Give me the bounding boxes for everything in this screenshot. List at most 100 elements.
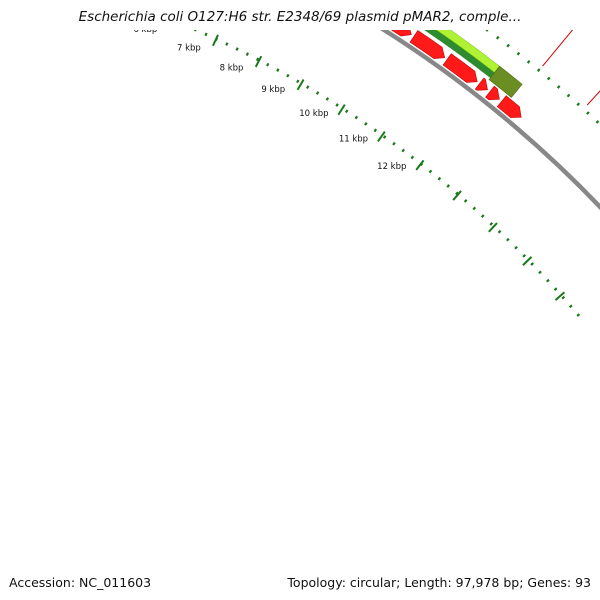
cds-arrow-7	[485, 85, 500, 100]
inner-tick	[382, 135, 387, 139]
outer-tick	[485, 30, 489, 32]
inner-tick	[428, 169, 433, 174]
inner-tick	[410, 155, 415, 160]
inner-tick	[506, 237, 510, 242]
inner-tick	[561, 295, 566, 300]
gene-label-bfpF: bfpF	[580, 13, 600, 24]
inner-tick	[306, 85, 310, 89]
map-title: Escherichia coli O127:H6 str. E2348/69 p…	[78, 9, 522, 25]
inner-major-tick	[415, 159, 425, 171]
inner-tick	[446, 184, 451, 188]
outer-tick	[526, 59, 531, 64]
cds-arrow-4	[409, 30, 446, 59]
inner-major-tick	[452, 190, 462, 201]
cds-arrow-3	[390, 30, 412, 37]
kbp-label-10: 10 kbp	[299, 109, 328, 119]
inner-tick	[153, 11, 154, 14]
inner-tick	[530, 262, 534, 266]
inner-major-tick	[522, 256, 533, 266]
accession-text: Accession: NC_011603	[9, 575, 152, 590]
outer-tick	[556, 85, 561, 89]
inner-tick	[204, 32, 208, 37]
cds-arrow-8	[496, 95, 522, 118]
inner-major-tick	[554, 291, 566, 301]
inner-tick	[455, 191, 459, 196]
olive-block	[488, 65, 523, 98]
inner-tick	[522, 253, 526, 258]
backbone-ring	[379, 30, 600, 211]
inner-tick	[489, 222, 494, 226]
inner-tick	[344, 109, 349, 114]
inner-major-tick	[125, 0, 129, 10]
inner-tick	[497, 229, 502, 234]
green-block-2-dark	[424, 30, 495, 79]
inner-tick	[325, 97, 330, 101]
inner-tick	[335, 103, 339, 107]
inner-tick	[184, 24, 185, 27]
inner-tick	[568, 304, 573, 309]
outer-tick	[536, 68, 541, 72]
inner-tick-ring	[120, 0, 581, 317]
inner-tick	[174, 19, 175, 22]
kbp-label-8: 8 kbp	[220, 63, 244, 73]
inner-tick	[546, 278, 550, 283]
kbp-label-9: 9 kbp	[261, 85, 285, 95]
backbone-line	[379, 30, 600, 211]
kbp-label-7: 7 kbp	[177, 43, 201, 53]
inner-major-tick	[169, 16, 174, 27]
outer-tick	[566, 93, 571, 98]
inner-tick	[373, 128, 378, 133]
inner-tick	[131, 3, 132, 6]
inner-tick	[472, 206, 477, 211]
inner-tick	[286, 73, 290, 78]
inner-tick	[142, 7, 143, 10]
inner-tick	[576, 313, 581, 317]
cds-arrow-6	[474, 77, 488, 91]
inner-major-tick	[488, 222, 498, 233]
inner-tick	[276, 68, 280, 72]
inner-tick	[235, 47, 239, 51]
kbp-label-6: 6 kbp	[133, 25, 157, 35]
outer-tick	[476, 21, 478, 23]
inner-tick	[553, 287, 558, 291]
leader-bfpF	[542, 30, 574, 67]
inner-tick	[245, 52, 250, 56]
inner-tick	[296, 79, 300, 84]
outer-tick	[444, 0, 446, 1]
inner-tick	[401, 148, 405, 153]
outer-tick	[516, 51, 521, 56]
outer-tick	[586, 111, 590, 115]
outer-tick	[595, 120, 600, 124]
inner-tick	[193, 30, 197, 32]
inner-major-tick	[254, 55, 263, 68]
summary-text: Topology: circular; Length: 97,978 bp; G…	[287, 575, 591, 590]
inner-tick	[480, 214, 485, 218]
inner-tick	[120, 0, 121, 2]
green-feature-tracks	[424, 30, 523, 98]
outer-tick-ring	[444, 0, 600, 124]
inner-tick	[163, 15, 164, 18]
outer-tick	[465, 13, 467, 15]
cds-arrow-5	[442, 53, 478, 83]
inner-tick	[364, 122, 368, 126]
inner-major-tick	[296, 78, 305, 91]
outer-tick	[506, 43, 510, 48]
gene-labels: bfpBbfpCbfpUbfpDbfpEbfpFbfpP	[491, 0, 600, 106]
inner-tick	[315, 91, 320, 95]
inner-tick	[225, 42, 229, 46]
inner-tick	[392, 141, 396, 146]
leader-bfpE	[491, 0, 521, 26]
kbp-label-5: 5 kbp	[89, 9, 113, 19]
inner-tick	[463, 199, 468, 203]
outer-tick	[576, 102, 581, 107]
inner-tick	[354, 115, 359, 120]
outer-tick	[455, 6, 457, 8]
leader-bfpP	[586, 90, 600, 106]
inner-major-tick	[337, 104, 346, 116]
cds-track	[390, 30, 522, 118]
outer-tick	[546, 76, 551, 81]
kbp-labels: 5 kbp 6 kbp 7 kbp 8 kbp 9 kbp 10 kbp 11 kbp 12 …	[89, 9, 406, 172]
inner-major-tick	[212, 34, 219, 47]
outer-tick	[495, 35, 500, 40]
